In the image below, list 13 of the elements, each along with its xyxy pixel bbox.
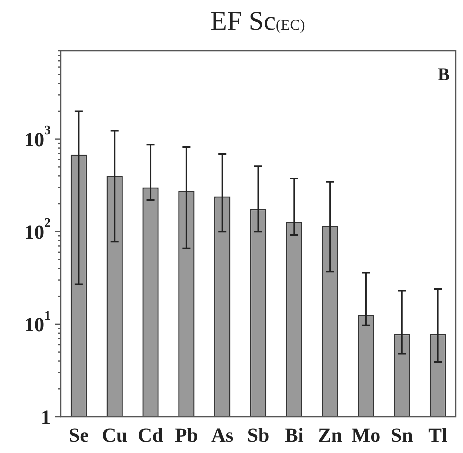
x-tick-label: Se [68, 425, 90, 448]
x-tick-label: Bi [284, 425, 304, 448]
annotation: B [438, 64, 450, 85]
x-tick-label: Sb [247, 425, 270, 448]
x-tick-label: Mo [352, 425, 381, 448]
x-tick-label: Cu [102, 425, 128, 448]
x-tick-label: As [211, 425, 234, 448]
x-tick-label: Sn [391, 425, 414, 448]
x-tick-label: Zn [318, 425, 343, 448]
x-tick-label: Pb [175, 425, 198, 448]
x-tick-label: Cd [138, 425, 164, 448]
x-tick-label: Tl [428, 425, 448, 448]
y-tick-label: 1 [41, 407, 51, 430]
